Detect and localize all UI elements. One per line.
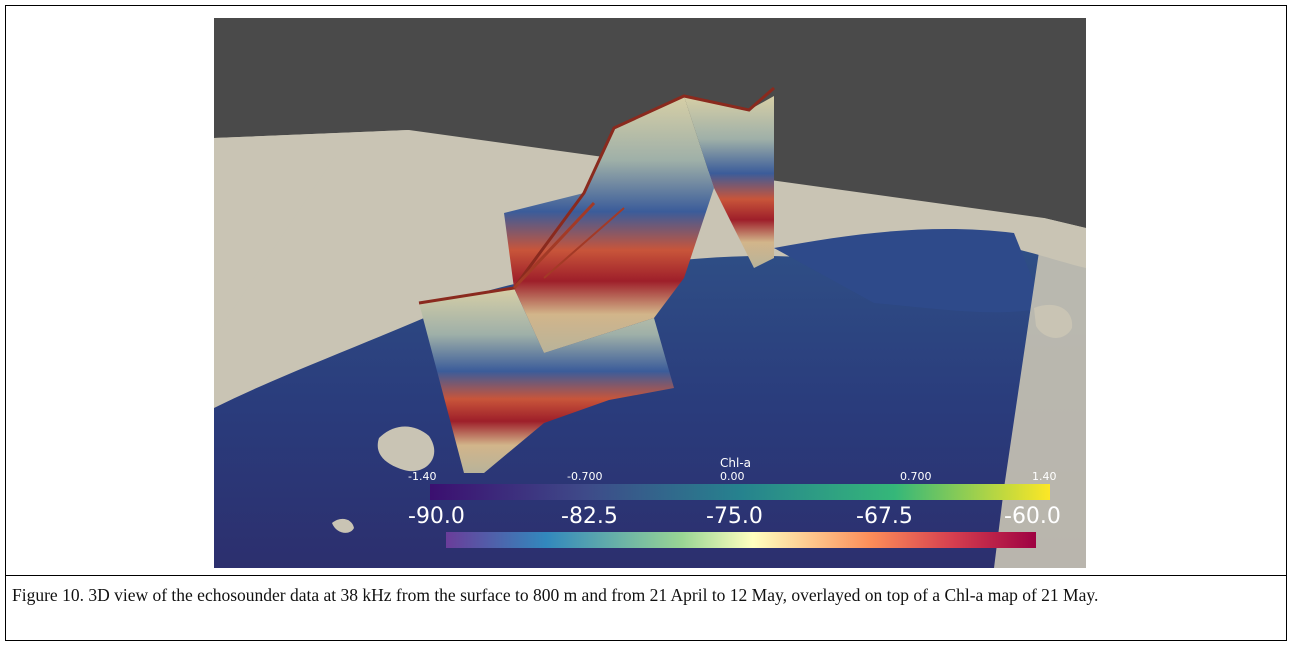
sv-tick-label: -67.5 xyxy=(856,504,913,529)
curtain-mast-2 xyxy=(543,207,625,279)
sv-colorbar xyxy=(446,532,1036,548)
island-small xyxy=(332,518,354,533)
chl-colorbar xyxy=(430,484,1050,500)
map-edge-left xyxy=(214,130,409,338)
chl-tick-label: -1.40 xyxy=(408,470,437,483)
chl-tick-label: 1.40 xyxy=(1032,470,1057,483)
curtain-back xyxy=(684,96,774,268)
sv-tick-label: -82.5 xyxy=(561,504,618,529)
figure-caption: Figure 10. 3D view of the echosounder da… xyxy=(12,585,1099,605)
ocean-area-right xyxy=(774,228,1044,313)
sv-tick-label: -75.0 xyxy=(706,504,763,529)
chl-tick-label: 0.00 xyxy=(720,470,745,483)
chl-tick-label: -0.700 xyxy=(567,470,603,483)
3d-scene xyxy=(214,86,1086,568)
chl-tick-label: 0.700 xyxy=(900,470,932,483)
curtain-mast xyxy=(512,201,596,290)
map-right-edge xyxy=(994,218,1086,568)
curtain-front xyxy=(419,288,674,473)
island-left xyxy=(377,426,435,472)
caption-divider xyxy=(5,575,1287,576)
curtain-middle xyxy=(504,96,714,353)
sv-tick-label: -60.0 xyxy=(1004,504,1061,529)
3d-echosounder-figure: Chl-a -1.40 -0.700 0.00 0.700 1.40 -90.0… xyxy=(214,18,1086,568)
chl-colorbar-title: Chl-a xyxy=(720,456,752,470)
figure-frame xyxy=(5,5,1287,641)
sv-tick-label: -90.0 xyxy=(408,504,465,529)
